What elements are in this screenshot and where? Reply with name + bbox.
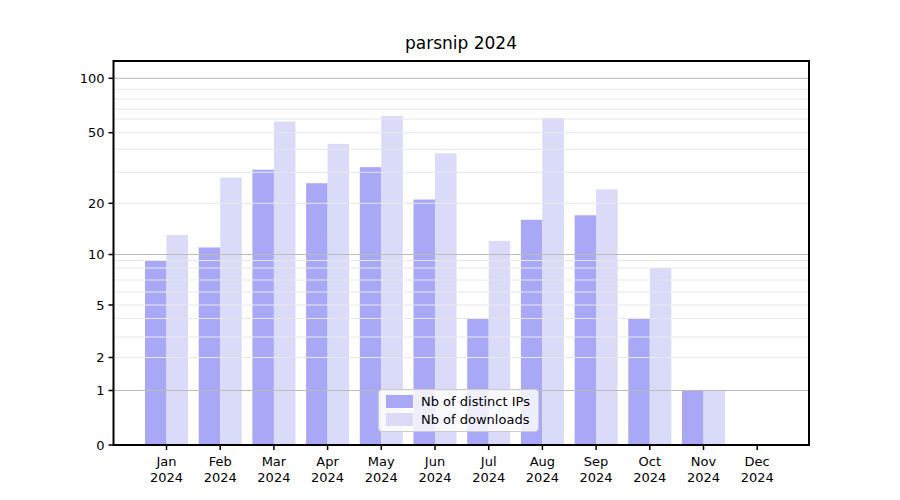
x-tick-year-apr: 2024 [311, 470, 344, 485]
y-tick-label-0: 0 [96, 438, 104, 453]
legend-label-distinct-ips: Nb of distinct IPs [421, 394, 530, 409]
x-tick-label-oct: Oct [639, 454, 661, 469]
x-tick-label-feb: Feb [209, 454, 232, 469]
bar-distinct-ips-jan [145, 261, 167, 446]
x-tick-year-aug: 2024 [526, 470, 559, 485]
bar-distinct-ips-sep [575, 215, 597, 445]
y-tick-label-5: 5 [96, 298, 104, 313]
legend-row-distinct-ips: Nb of distinct IPs [386, 394, 530, 409]
x-tick-label-may: May [368, 454, 395, 469]
bar-distinct-ips-mar [252, 170, 274, 445]
x-tick-label-sep: Sep [584, 454, 609, 469]
x-tick-year-nov: 2024 [687, 470, 720, 485]
legend-row-downloads: Nb of downloads [386, 412, 530, 427]
x-tick-year-jul: 2024 [472, 470, 505, 485]
x-tick-year-jun: 2024 [418, 470, 451, 485]
x-tick-label-jul: Jul [480, 454, 497, 469]
x-tick-year-oct: 2024 [633, 470, 666, 485]
y-tick-label-2: 2 [96, 350, 104, 365]
x-tick-year-may: 2024 [365, 470, 398, 485]
bar-downloads-mar [274, 122, 296, 445]
chart-figure: parsnip 2024 0125102050100Jan2024Feb2024… [0, 0, 900, 500]
y-tick-label-1: 1 [96, 383, 104, 398]
bar-downloads-feb [220, 178, 242, 445]
x-tick-year-mar: 2024 [257, 470, 290, 485]
legend: Nb of distinct IPs Nb of downloads [378, 389, 539, 432]
x-tick-year-feb: 2024 [204, 470, 237, 485]
bar-distinct-ips-apr [306, 183, 328, 445]
x-tick-year-dec: 2024 [741, 470, 774, 485]
bar-downloads-apr [328, 144, 350, 445]
legend-swatch-distinct-ips [386, 395, 413, 408]
x-tick-label-apr: Apr [316, 454, 339, 469]
legend-label-downloads: Nb of downloads [421, 412, 529, 427]
x-tick-year-jan: 2024 [150, 470, 183, 485]
x-tick-label-mar: Mar [262, 454, 287, 469]
bar-downloads-oct [650, 268, 672, 445]
bar-downloads-sep [596, 189, 618, 445]
x-tick-label-jan: Jan [155, 454, 176, 469]
x-tick-label-dec: Dec [745, 454, 770, 469]
x-tick-label-aug: Aug [530, 454, 555, 469]
y-tick-label-100: 100 [80, 71, 105, 86]
bar-downloads-jan [167, 235, 189, 445]
x-tick-label-nov: Nov [691, 454, 717, 469]
y-tick-label-10: 10 [88, 247, 105, 262]
bar-downloads-nov [704, 391, 726, 446]
x-tick-year-sep: 2024 [580, 470, 613, 485]
y-tick-label-20: 20 [88, 196, 105, 211]
bar-downloads-aug [542, 118, 564, 445]
x-tick-label-jun: Jun [424, 454, 445, 469]
legend-swatch-downloads [386, 413, 413, 426]
y-tick-label-50: 50 [88, 125, 105, 140]
bar-distinct-ips-nov [682, 391, 704, 446]
bar-distinct-ips-feb [199, 247, 221, 445]
